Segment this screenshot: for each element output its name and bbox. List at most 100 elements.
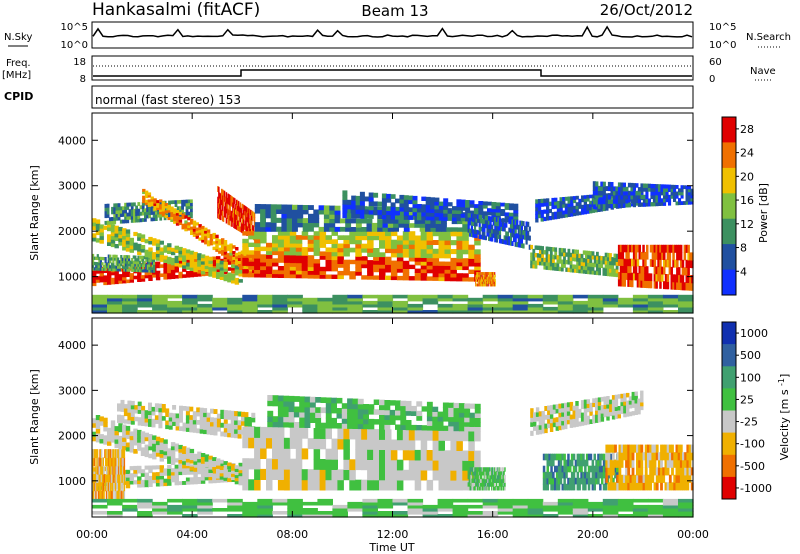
data-cell [542,294,559,299]
data-cell [156,200,160,204]
data-cell [441,219,447,225]
data-cell [148,406,152,412]
data-cell [462,262,469,267]
data-cell [242,437,249,449]
data-cell [242,231,249,236]
data-cell [163,248,168,253]
data-cell [412,207,418,213]
data-cell [379,449,386,461]
data-cell [530,256,533,261]
data-cell [617,244,621,253]
data-cell [480,486,483,491]
data-cell [93,482,95,492]
data-cell [197,297,213,302]
data-cell [574,268,577,273]
data-cell [379,231,386,236]
data-cell [589,206,593,211]
data-cell [200,267,206,272]
data-cell [99,269,104,274]
data-cell [126,206,130,210]
data-cell [235,218,237,225]
data-cell [543,202,547,207]
data-cell [173,213,177,217]
data-cell [551,197,555,202]
data-cell [133,473,138,478]
data-cell [500,202,506,207]
data-cell [323,218,330,224]
data-cell [516,233,519,239]
data-cell [123,474,126,483]
data-cell [505,231,508,237]
data-cell [432,440,440,451]
data-cell [97,490,100,500]
data-cell [277,258,285,263]
data-cell [491,467,493,472]
data-cell [121,457,123,467]
data-cell [132,263,135,267]
data-cell [92,264,95,268]
data-cell [414,449,422,461]
data-cell [600,405,605,410]
data-cell [93,457,95,467]
data-cell [591,266,595,271]
data-cell [537,199,542,204]
data-cell [117,257,120,261]
data-cell [200,254,206,259]
data-cell [600,199,604,205]
data-cell [319,469,327,481]
data-cell [685,197,689,202]
data-cell [113,220,117,225]
data-cell [574,249,577,254]
data-cell [634,272,638,281]
data-cell [92,276,97,281]
data-cell [301,469,309,481]
data-cell [403,223,410,228]
data-cell [580,400,585,405]
data-cell [237,201,240,207]
data-cell [426,231,434,237]
data-cell [206,425,211,431]
data-cell [346,213,352,219]
data-cell [117,407,121,412]
data-cell [254,222,261,228]
data-cell [122,457,124,467]
data-cell [564,196,569,201]
data-cell [182,254,187,259]
data-cell [200,453,206,457]
data-cell [471,471,473,476]
data-cell [673,184,677,189]
data-cell [219,208,221,215]
data-cell [96,482,99,492]
data-cell [377,294,394,299]
data-cell [552,258,555,263]
data-cell [277,479,285,491]
data-cell [221,199,223,205]
freq-panel: Freq. [MHz] 18 8 Nave 60 0 [2,55,776,85]
data-cell [681,282,685,291]
data-cell [165,412,170,417]
data-cell [241,420,245,426]
data-cell [467,482,470,487]
data-cell [385,268,392,273]
data-cell [420,268,428,274]
data-cell [147,194,152,198]
data-cell [673,194,677,199]
data-cell [113,449,115,459]
data-cell [472,467,474,472]
data-cell [137,303,153,308]
data-cell [137,278,142,282]
data-cell [407,306,424,311]
data-cell [325,459,332,470]
data-cell [286,204,293,210]
data-cell [572,205,577,210]
data-cell [182,467,187,472]
data-cell [129,276,134,280]
data-cell [93,261,96,266]
data-cell [175,425,180,431]
data-cell [578,408,582,414]
data-cell [343,243,350,249]
data-cell [472,471,474,476]
data-cell [482,310,499,314]
data-cell [663,252,666,260]
data-cell [546,202,550,207]
